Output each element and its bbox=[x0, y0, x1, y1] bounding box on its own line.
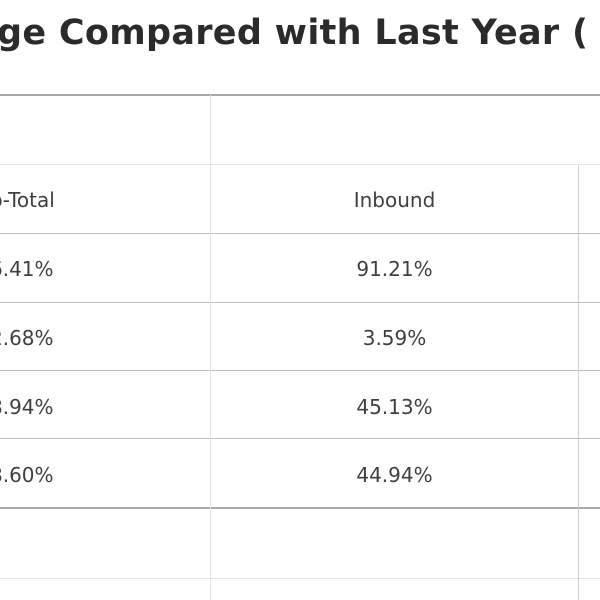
row-divider-2 bbox=[0, 370, 600, 371]
cell-inbound: 91.21% bbox=[356, 257, 433, 281]
column-divider-2 bbox=[578, 165, 579, 600]
cell-inbound: 44.94% bbox=[356, 463, 433, 487]
cell-inbound: 45.13% bbox=[356, 395, 433, 419]
column-divider-1 bbox=[210, 95, 211, 600]
cell-sub-total: 8.94% bbox=[0, 395, 54, 419]
cell-inbound: 3.59% bbox=[362, 326, 427, 350]
cell-sub-total: 8.60% bbox=[0, 463, 54, 487]
cell-sub-total: 6.41% bbox=[0, 257, 54, 281]
row-divider-3 bbox=[0, 438, 600, 439]
footer-border bbox=[0, 578, 600, 579]
cell-sub-total: 2.68% bbox=[0, 326, 54, 350]
table-top-border bbox=[0, 94, 600, 96]
row-divider-1 bbox=[0, 302, 600, 303]
column-header-inbound: Inbound bbox=[353, 188, 436, 212]
header-group-divider bbox=[0, 164, 600, 165]
header-bottom-border bbox=[0, 233, 600, 234]
table-bottom-border bbox=[0, 507, 600, 509]
column-header-sub-total: b-Total bbox=[0, 188, 55, 212]
report-title: ge Compared with Last Year ( bbox=[0, 13, 589, 53]
